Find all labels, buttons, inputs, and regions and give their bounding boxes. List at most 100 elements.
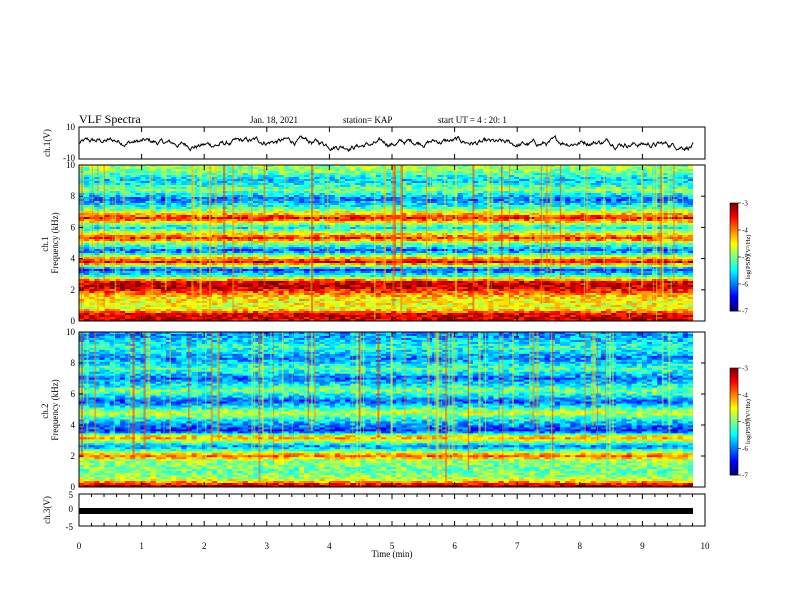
- spectrogram-cell: [125, 221, 131, 224]
- spectrogram-cell: [646, 217, 653, 220]
- spectrogram-cell: [636, 209, 643, 212]
- spectrogram-cell: [585, 221, 591, 224]
- spectrogram-cell: [611, 179, 617, 182]
- spectrogram-cell: [84, 199, 90, 202]
- spectrogram-cell: [513, 201, 520, 204]
- spectrogram-cell: [171, 241, 177, 244]
- spectrogram-cell: [667, 241, 673, 244]
- spectrogram-cell: [559, 227, 566, 230]
- spectrogram-cell: [396, 165, 402, 168]
- spectrogram-cell: [570, 173, 576, 176]
- spectrogram-cell: [334, 239, 341, 242]
- spectrogram-cell: [472, 187, 479, 190]
- spectrogram-cell: [176, 193, 182, 196]
- spectrogram-cell: [247, 169, 254, 172]
- ch1-waveform-ylabel: ch.1(V): [42, 129, 52, 157]
- spectrogram-cell: [258, 213, 264, 216]
- spectrogram-cell: [227, 183, 233, 186]
- spectrogram-cell: [687, 213, 694, 216]
- spectrogram-cell: [288, 245, 295, 248]
- spectrogram-cell: [258, 237, 264, 240]
- spectrogram-cell: [242, 241, 249, 244]
- spectrogram-cell: [278, 173, 284, 176]
- spectrogram-cell: [529, 223, 535, 226]
- spectrogram-cell: [595, 245, 602, 248]
- spectrogram-cell: [585, 219, 591, 222]
- spectrogram-cell: [611, 181, 617, 184]
- spectrogram-cell: [350, 167, 356, 170]
- spectrogram-cell: [339, 239, 346, 242]
- spectrogram-cell: [119, 247, 126, 250]
- spectrogram-cell: [252, 181, 259, 184]
- spectrogram-cell: [196, 221, 203, 224]
- spectrogram-cell: [421, 237, 428, 240]
- spectrogram-cell: [559, 231, 566, 234]
- spectrogram-cell: [590, 239, 597, 242]
- spectrogram-cell: [570, 179, 576, 182]
- spectrogram-cell: [350, 241, 356, 244]
- spectrogram-cell: [201, 179, 208, 182]
- spectrogram-cell: [334, 189, 341, 192]
- spectrogram-cell: [145, 169, 151, 172]
- spectrogram-cell: [155, 221, 162, 224]
- spectrogram-cell: [426, 211, 433, 214]
- spectrogram-cell: [611, 231, 617, 234]
- spectrogram-cell: [370, 187, 377, 190]
- spectrogram-cell: [426, 207, 433, 210]
- spectrogram-cell: [258, 167, 264, 170]
- spectrogram-cell: [201, 235, 208, 238]
- spectrogram-cell: [575, 237, 581, 240]
- spectrogram-cell: [508, 179, 515, 182]
- spectrogram-cell: [365, 215, 371, 218]
- spectrogram-cell: [171, 169, 177, 172]
- spectrogram-cell: [155, 181, 162, 184]
- spectrogram-cell: [339, 237, 346, 240]
- spectrogram-cell: [375, 171, 382, 174]
- spectrogram-cell: [590, 229, 597, 232]
- spectrogram-cell: [529, 213, 535, 216]
- spectrogram-cell: [426, 213, 433, 216]
- spectrogram-cell: [268, 193, 274, 196]
- spectrogram-cell: [104, 217, 110, 220]
- spectrogram-cell: [457, 241, 464, 244]
- spectrogram-cell: [549, 219, 556, 222]
- spectrogram-cell: [529, 191, 535, 194]
- spectrogram-cell: [160, 189, 167, 192]
- spectrogram-cell: [687, 175, 694, 178]
- spectrogram-cell: [288, 179, 295, 182]
- spectrogram-cell: [616, 183, 622, 186]
- spectrogram-cell: [252, 171, 259, 174]
- spectrogram-cell: [524, 193, 530, 196]
- spectrogram-cell: [104, 179, 110, 182]
- spectrogram-cell: [350, 217, 356, 220]
- spectrogram-cell: [570, 241, 576, 244]
- spectrogram-cell: [150, 191, 157, 194]
- spectrogram-cell: [411, 215, 417, 218]
- spectrogram-cell: [524, 229, 530, 232]
- spectrogram-cell: [462, 211, 469, 214]
- spectrogram-cell: [176, 189, 182, 192]
- spectrogram-cell: [350, 171, 356, 174]
- spectrogram-cell: [350, 193, 356, 196]
- spectrogram-cell: [467, 195, 474, 198]
- spectrogram-cell: [227, 217, 233, 220]
- spectrogram-cell: [677, 237, 684, 240]
- spectrogram-cell: [662, 197, 668, 200]
- spectrogram-cell: [155, 199, 162, 202]
- spectrogram-cell: [682, 187, 689, 190]
- spectrogram-cell: [570, 211, 576, 214]
- spectrogram-cell: [411, 193, 417, 196]
- spectrogram-cell: [493, 207, 499, 210]
- spectrogram-cell: [329, 187, 336, 190]
- spectrogram-cell: [513, 219, 520, 222]
- spectrogram-cell: [590, 227, 597, 230]
- spectrogram-cell: [268, 209, 274, 212]
- spectrogram-cell: [621, 171, 627, 174]
- spectrogram-cell: [677, 167, 684, 170]
- spectrogram-cell: [503, 197, 510, 200]
- spectrogram-cell: [462, 231, 469, 234]
- spectrogram-cell: [258, 241, 264, 244]
- spectrogram-cell: [401, 209, 407, 212]
- spectrogram-cell: [304, 165, 310, 168]
- spectrogram-cell: [165, 243, 172, 246]
